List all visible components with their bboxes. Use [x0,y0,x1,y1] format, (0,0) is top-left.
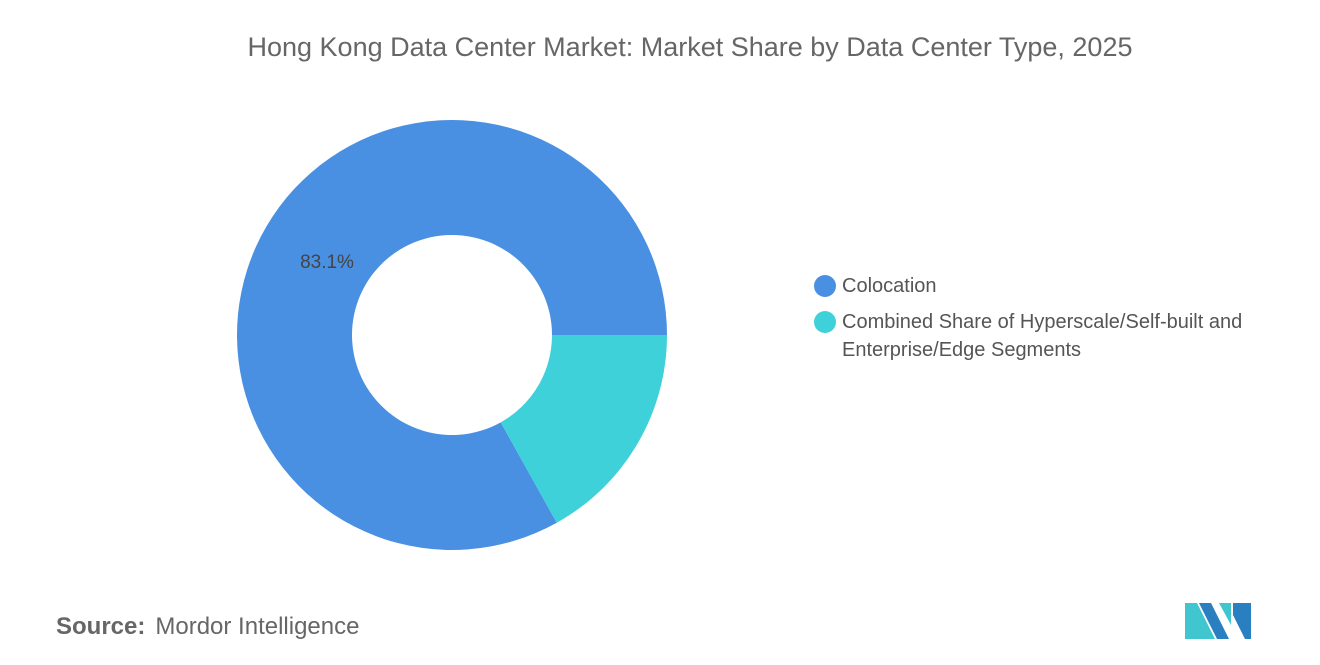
source-value: Mordor Intelligence [155,613,360,640]
slice-combined [500,335,667,523]
mordor-logo-icon [1185,603,1251,639]
legend-swatch-icon [814,311,836,333]
legend-item-combined: Combined Share of Hyperscale/Self-built … [814,308,1262,364]
data-label-colocation: 83.1% [300,252,354,273]
legend-swatch-icon [814,275,836,297]
legend-label: Colocation [842,275,937,297]
legend-item-colocation: Colocation [814,272,1262,300]
source-note: Source: Mordor Intelligence [56,613,359,641]
chart-title: Hong Kong Data Center Market: Market Sha… [247,32,1133,62]
source-label: Source: [56,613,146,640]
legend: Colocation Combined Share of Hyperscale/… [814,272,1262,372]
legend-label: Combined Share of Hyperscale/Self-built … [842,311,1243,361]
slice-colocation [236,120,668,551]
